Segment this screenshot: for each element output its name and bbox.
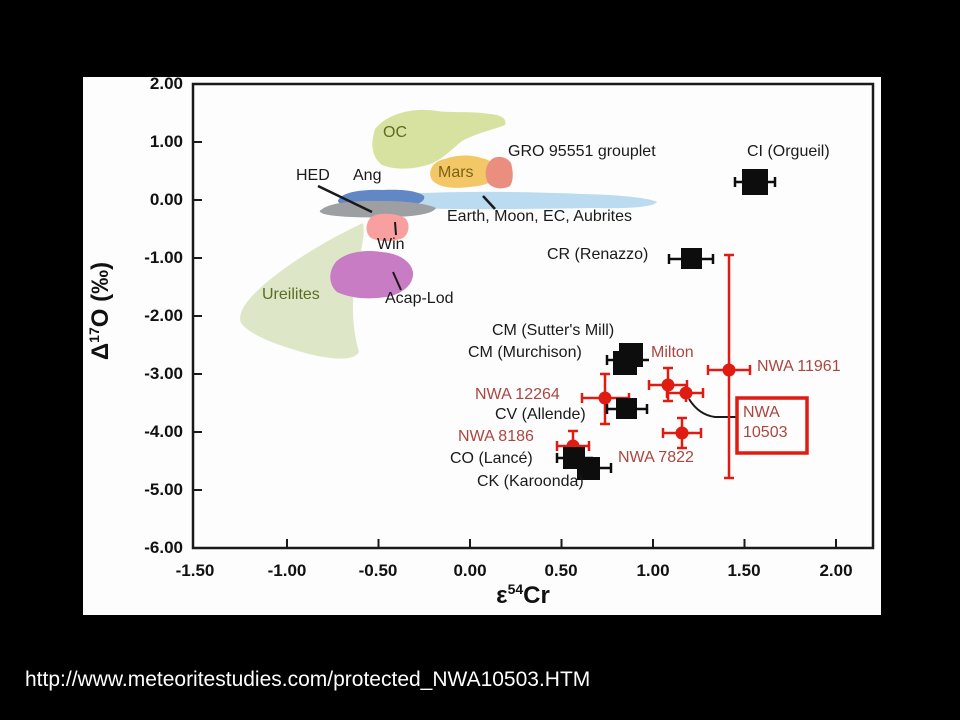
sample-label-cm-murchison: CM (Murchison) (468, 344, 582, 361)
y-tick--6.00: -6.00 (144, 538, 183, 557)
region-hed-shape (319, 200, 436, 218)
point-nwa10503 (679, 386, 693, 400)
plot-canvas (191, 82, 875, 550)
y-tick--5.00: -5.00 (144, 480, 183, 499)
point-ci-orgueil (742, 169, 768, 195)
x-tick--0.50: -0.50 (358, 561, 398, 580)
region-label-ang: Ang (353, 167, 382, 184)
win-pointer-line (394, 221, 397, 236)
chart-panel: 2.00 1.00 0.00 -1.00 -2.00 -3.00 -4.00 -… (83, 74, 881, 615)
nwa10503-highlight-box (735, 396, 809, 455)
y-tick-2.00: 2.00 (149, 74, 183, 93)
point-ck-karoonda (577, 457, 600, 480)
sample-label-nwa12264: NWA 12264 (475, 386, 560, 403)
pointer-lines (317, 184, 496, 291)
nwa10503-line2: 10503 (743, 424, 788, 441)
black-data-points (563, 169, 768, 480)
x-tick-2.00: 2.00 (819, 561, 853, 580)
sample-label-cr-renazzo: CR (Renazzo) (547, 246, 649, 263)
region-label-mars: Mars (438, 164, 474, 181)
sample-label-co-lance: CO (Lancé) (450, 450, 533, 467)
region-win-shape (366, 213, 409, 241)
point-nwa7822 (675, 426, 689, 440)
axis-ticks (193, 141, 837, 548)
y-tick--1.00: -1.00 (144, 248, 183, 267)
sample-label-nwa7822: NWA 7822 (618, 449, 694, 466)
y-tick--2.00: -2.00 (144, 306, 183, 325)
sample-label-milton: Milton (651, 344, 694, 361)
sample-label-cm-sutters-mill: CM (Sutter's Mill) (492, 322, 615, 339)
point-nwa11961 (722, 363, 736, 377)
x-tick--1.50: -1.50 (175, 561, 215, 580)
source-url-caption: http://www.meteoritestudies.com/protecte… (25, 668, 591, 691)
sample-label-nwa8186: NWA 8186 (458, 428, 534, 445)
red-data-points (566, 363, 736, 453)
region-label-oc: OC (383, 124, 407, 141)
point-cv-allende (616, 398, 637, 419)
sample-label-ci-orgueil: CI (Orgueil) (747, 143, 830, 160)
region-oc-shape (372, 109, 506, 169)
region-label-acap-lod: Acap-Lod (385, 290, 454, 307)
hed-pointer-line (317, 184, 373, 214)
x-tick--1.00: -1.00 (267, 561, 307, 580)
sample-label-ck-karoonda: CK (Karoonda) (477, 473, 584, 490)
y-tick-1.00: 1.00 (149, 132, 183, 151)
point-cr-renazzo (681, 248, 702, 269)
acap-pointer-line (392, 271, 402, 291)
region-mars-shape (430, 155, 497, 188)
region-label-ureilites: Ureilites (262, 286, 320, 303)
point-cm-murchison (613, 351, 637, 375)
region-ureilites-shape (240, 223, 364, 359)
earth-pointer-line (482, 195, 496, 210)
red-error-bars (555, 253, 752, 480)
y-tick-0.00: 0.00 (149, 190, 183, 209)
sample-label-nwa11961: NWA 11961 (757, 358, 841, 375)
point-milton (661, 378, 675, 392)
region-label-gro-grouplet: GRO 95551 grouplet (508, 143, 656, 160)
nwa10503-callout-curve (688, 398, 737, 418)
nwa10503-line1: NWA (743, 404, 780, 421)
sample-label-cv-allende: CV (Allende) (495, 406, 586, 423)
sample-label-nwa10503: NWA 10503 (743, 403, 788, 443)
region-gro-grouplet-shape (485, 156, 513, 189)
x-tick-0.00: 0.00 (453, 561, 487, 580)
x-tick-0.50: 0.50 (544, 561, 578, 580)
y-tick--3.00: -3.00 (144, 364, 183, 383)
point-nwa12264 (598, 391, 612, 405)
region-label-win: Win (377, 236, 405, 253)
y-axis-title: Δ17O (‰) (86, 261, 114, 361)
region-acap-lod-shape (330, 251, 414, 299)
x-tick-1.00: 1.00 (636, 561, 670, 580)
y-tick--4.00: -4.00 (144, 422, 183, 441)
x-tick-1.50: 1.50 (727, 561, 761, 580)
region-label-hed: HED (296, 167, 330, 184)
x-axis-title: ε54Cr (496, 581, 550, 609)
region-label-earth-moon: Earth, Moon, EC, Aubrites (447, 208, 632, 225)
